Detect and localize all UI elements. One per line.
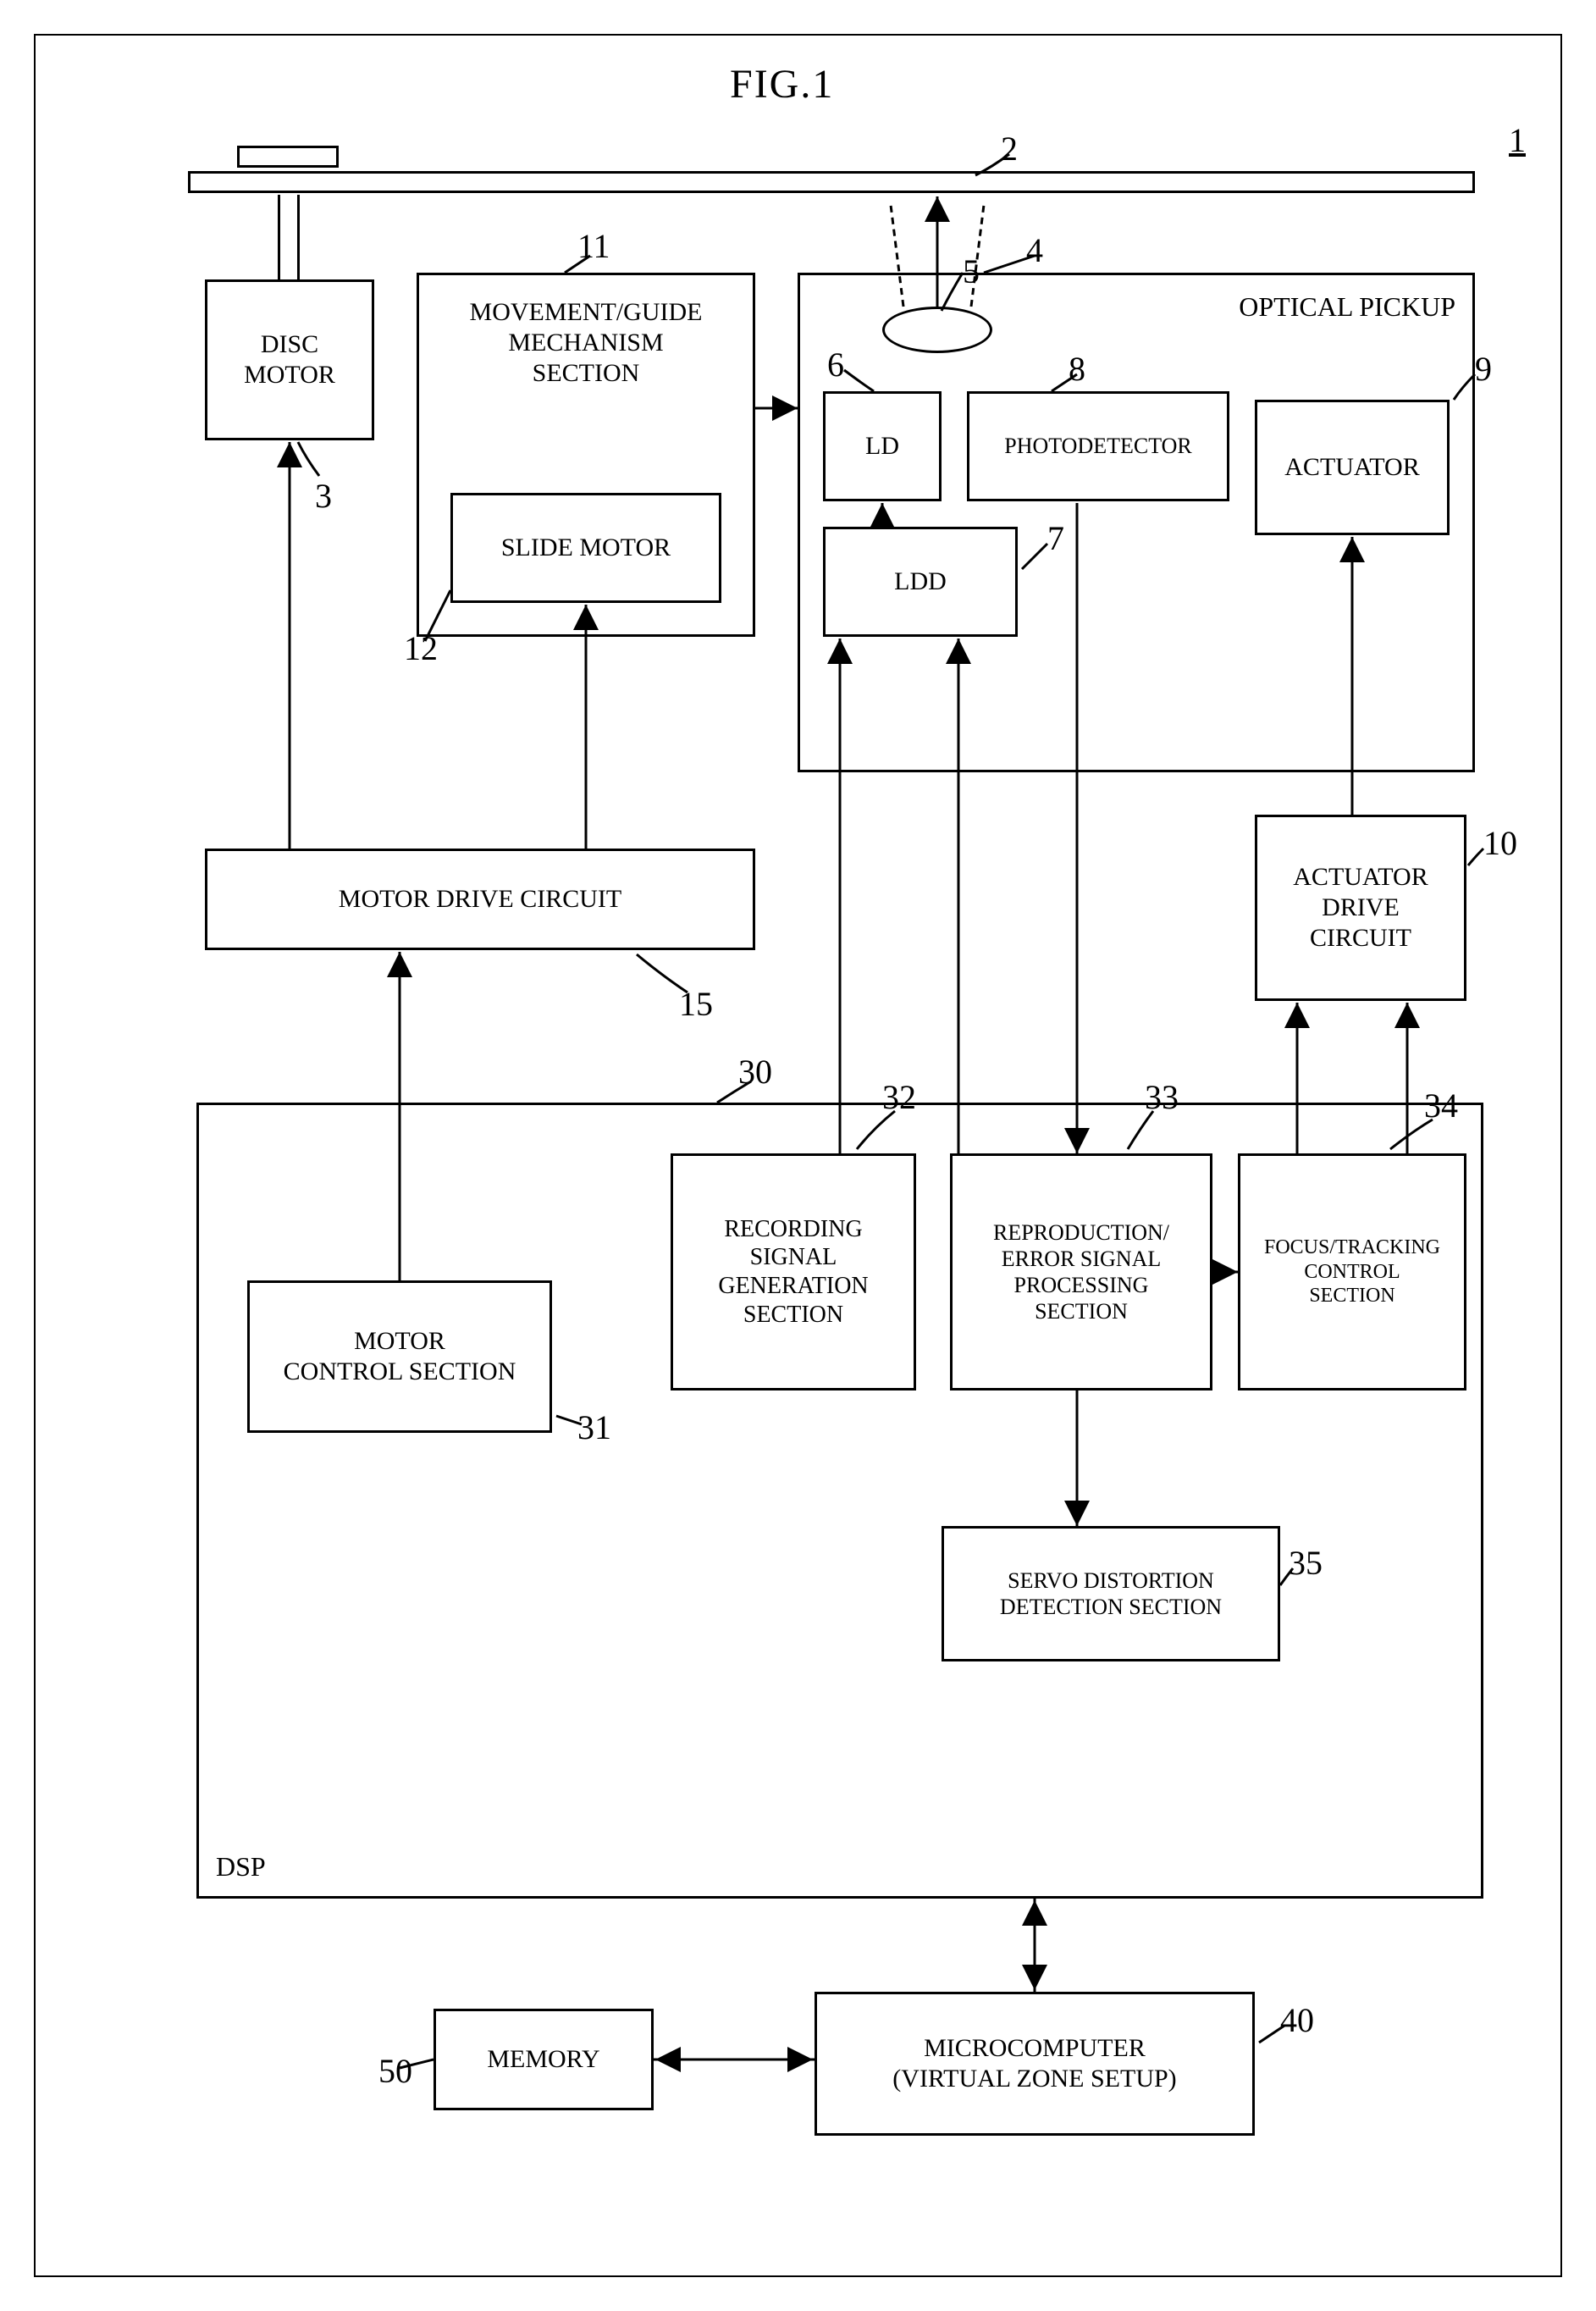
optical-pickup-label: OPTICAL PICKUP — [1239, 290, 1455, 323]
motor-control-box: MOTOR CONTROL SECTION — [247, 1280, 552, 1433]
ref-10: 10 — [1483, 823, 1517, 863]
spindle-shaft — [278, 195, 300, 279]
ldd-label: LDD — [889, 561, 952, 602]
disc-motor-label: DISC MOTOR — [239, 324, 340, 395]
memory-box: MEMORY — [434, 2009, 654, 2110]
motor-control-label: MOTOR CONTROL SECTION — [279, 1321, 522, 1392]
actuator-label: ACTUATOR — [1279, 447, 1424, 488]
motor-drive-label: MOTOR DRIVE CIRCUIT — [334, 879, 627, 920]
movement-guide-label: MOVEMENT/GUIDE MECHANISM SECTION — [465, 292, 708, 394]
servo-label: SERVO DISTORTION DETECTION SECTION — [995, 1562, 1227, 1625]
ref-4: 4 — [1026, 230, 1043, 270]
recording-signal-box: RECORDING SIGNAL GENERATION SECTION — [671, 1153, 916, 1390]
reproduction-box: REPRODUCTION/ ERROR SIGNAL PROCESSING SE… — [950, 1153, 1212, 1390]
ref-33: 33 — [1145, 1077, 1179, 1117]
diagram-canvas: FIG.1 DISC MOTOR MOVEMENT/GUIDE MECHANIS… — [34, 34, 1562, 2277]
actuator-drive-box: ACTUATOR DRIVE CIRCUIT — [1255, 815, 1466, 1001]
microcomputer-box: MICROCOMPUTER (VIRTUAL ZONE SETUP) — [815, 1992, 1255, 2136]
motor-drive-box: MOTOR DRIVE CIRCUIT — [205, 849, 755, 950]
recording-signal-label: RECORDING SIGNAL GENERATION SECTION — [713, 1210, 873, 1334]
disc-bar — [188, 171, 1475, 193]
ref-7: 7 — [1047, 518, 1064, 558]
ld-box: LD — [823, 391, 942, 501]
ref-3: 3 — [315, 476, 332, 516]
ref-35: 35 — [1289, 1543, 1323, 1583]
ref-40: 40 — [1280, 2000, 1314, 2040]
disc-motor-box: DISC MOTOR — [205, 279, 374, 440]
ref-31: 31 — [577, 1407, 611, 1447]
focus-tracking-box: FOCUS/TRACKING CONTROL SECTION — [1238, 1153, 1466, 1390]
ref-15: 15 — [679, 984, 713, 1024]
photodetector-box: PHOTODETECTOR — [967, 391, 1229, 501]
ref-6: 6 — [827, 345, 844, 384]
ref-8: 8 — [1069, 349, 1085, 389]
microcomputer-label: MICROCOMPUTER (VIRTUAL ZONE SETUP) — [887, 2028, 1181, 2099]
memory-label: MEMORY — [482, 2039, 605, 2080]
reproduction-label: REPRODUCTION/ ERROR SIGNAL PROCESSING SE… — [988, 1214, 1174, 1330]
slide-motor-box: SLIDE MOTOR — [450, 493, 721, 603]
ref-9: 9 — [1475, 349, 1492, 389]
focus-tracking-label: FOCUS/TRACKING CONTROL SECTION — [1259, 1230, 1445, 1313]
ref-1: 1 — [1509, 120, 1526, 160]
ref-34: 34 — [1424, 1086, 1458, 1125]
slide-motor-label: SLIDE MOTOR — [496, 528, 676, 568]
ldd-box: LDD — [823, 527, 1018, 637]
ref-32: 32 — [882, 1077, 916, 1117]
lens — [882, 307, 992, 353]
ref-50: 50 — [378, 2051, 412, 2091]
servo-box: SERVO DISTORTION DETECTION SECTION — [942, 1526, 1280, 1661]
ref-11: 11 — [577, 226, 610, 266]
figure-title: FIG.1 — [730, 61, 834, 108]
spindle-clamp — [237, 146, 339, 168]
ld-label: LD — [860, 426, 904, 467]
actuator-box: ACTUATOR — [1255, 400, 1450, 535]
dsp-label: DSP — [216, 1850, 266, 1883]
ref-2: 2 — [1001, 129, 1018, 169]
actuator-drive-label: ACTUATOR DRIVE CIRCUIT — [1288, 857, 1433, 959]
ref-30: 30 — [738, 1052, 772, 1092]
photodetector-label: PHOTODETECTOR — [999, 428, 1197, 464]
ref-5: 5 — [963, 252, 980, 291]
ref-12: 12 — [404, 628, 438, 668]
